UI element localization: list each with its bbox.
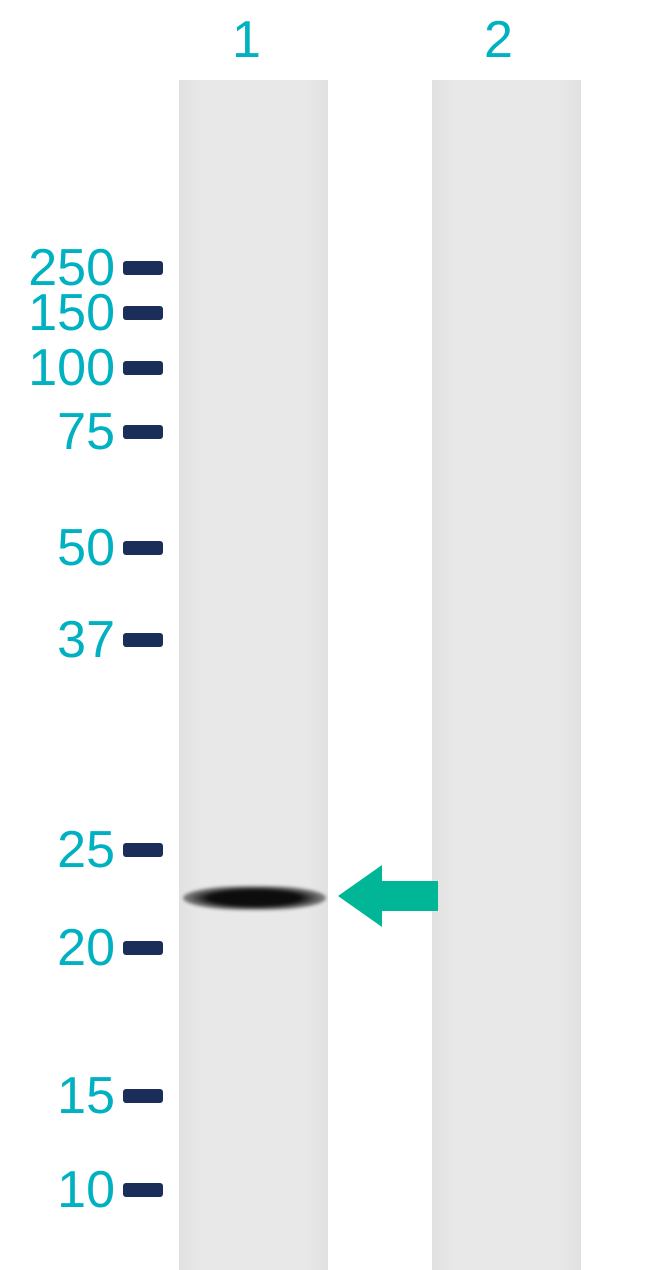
marker-100-label: 100 xyxy=(23,342,123,394)
marker-50: 50 xyxy=(51,523,163,573)
marker-10-tick xyxy=(123,1183,163,1197)
marker-37-label: 37 xyxy=(51,614,123,666)
marker-250-tick xyxy=(123,261,163,275)
lane-1 xyxy=(179,80,328,1270)
marker-75: 75 xyxy=(51,407,163,457)
band-indicator-arrow xyxy=(338,865,438,927)
lane-2 xyxy=(432,80,581,1270)
marker-100: 100 xyxy=(23,343,163,393)
marker-37: 37 xyxy=(51,615,163,665)
marker-15: 15 xyxy=(51,1071,163,1121)
lane-1-header-label: 1 xyxy=(232,11,261,69)
marker-20-label: 20 xyxy=(51,922,123,974)
marker-15-label: 15 xyxy=(51,1070,123,1122)
marker-25: 25 xyxy=(51,825,163,875)
band-lane-1 xyxy=(183,886,326,910)
marker-50-label: 50 xyxy=(51,522,123,574)
marker-25-label: 25 xyxy=(51,824,123,876)
marker-15-tick xyxy=(123,1089,163,1103)
marker-20: 20 xyxy=(51,923,163,973)
marker-150-tick xyxy=(123,306,163,320)
marker-50-tick xyxy=(123,541,163,555)
marker-37-tick xyxy=(123,633,163,647)
lane-2-header-label: 2 xyxy=(484,11,513,69)
marker-10-label: 10 xyxy=(51,1164,123,1216)
arrow-left-icon xyxy=(338,865,438,927)
marker-20-tick xyxy=(123,941,163,955)
marker-25-tick xyxy=(123,843,163,857)
marker-75-label: 75 xyxy=(51,406,123,458)
western-blot-figure: 1 2 250 150 100 75 50 37 25 20 15 xyxy=(0,0,650,1270)
marker-100-tick xyxy=(123,361,163,375)
lane-2-header: 2 xyxy=(484,10,513,70)
marker-150: 150 xyxy=(23,288,163,338)
marker-10: 10 xyxy=(51,1165,163,1215)
marker-75-tick xyxy=(123,425,163,439)
lane-1-header: 1 xyxy=(232,10,261,70)
marker-150-label: 150 xyxy=(23,287,123,339)
